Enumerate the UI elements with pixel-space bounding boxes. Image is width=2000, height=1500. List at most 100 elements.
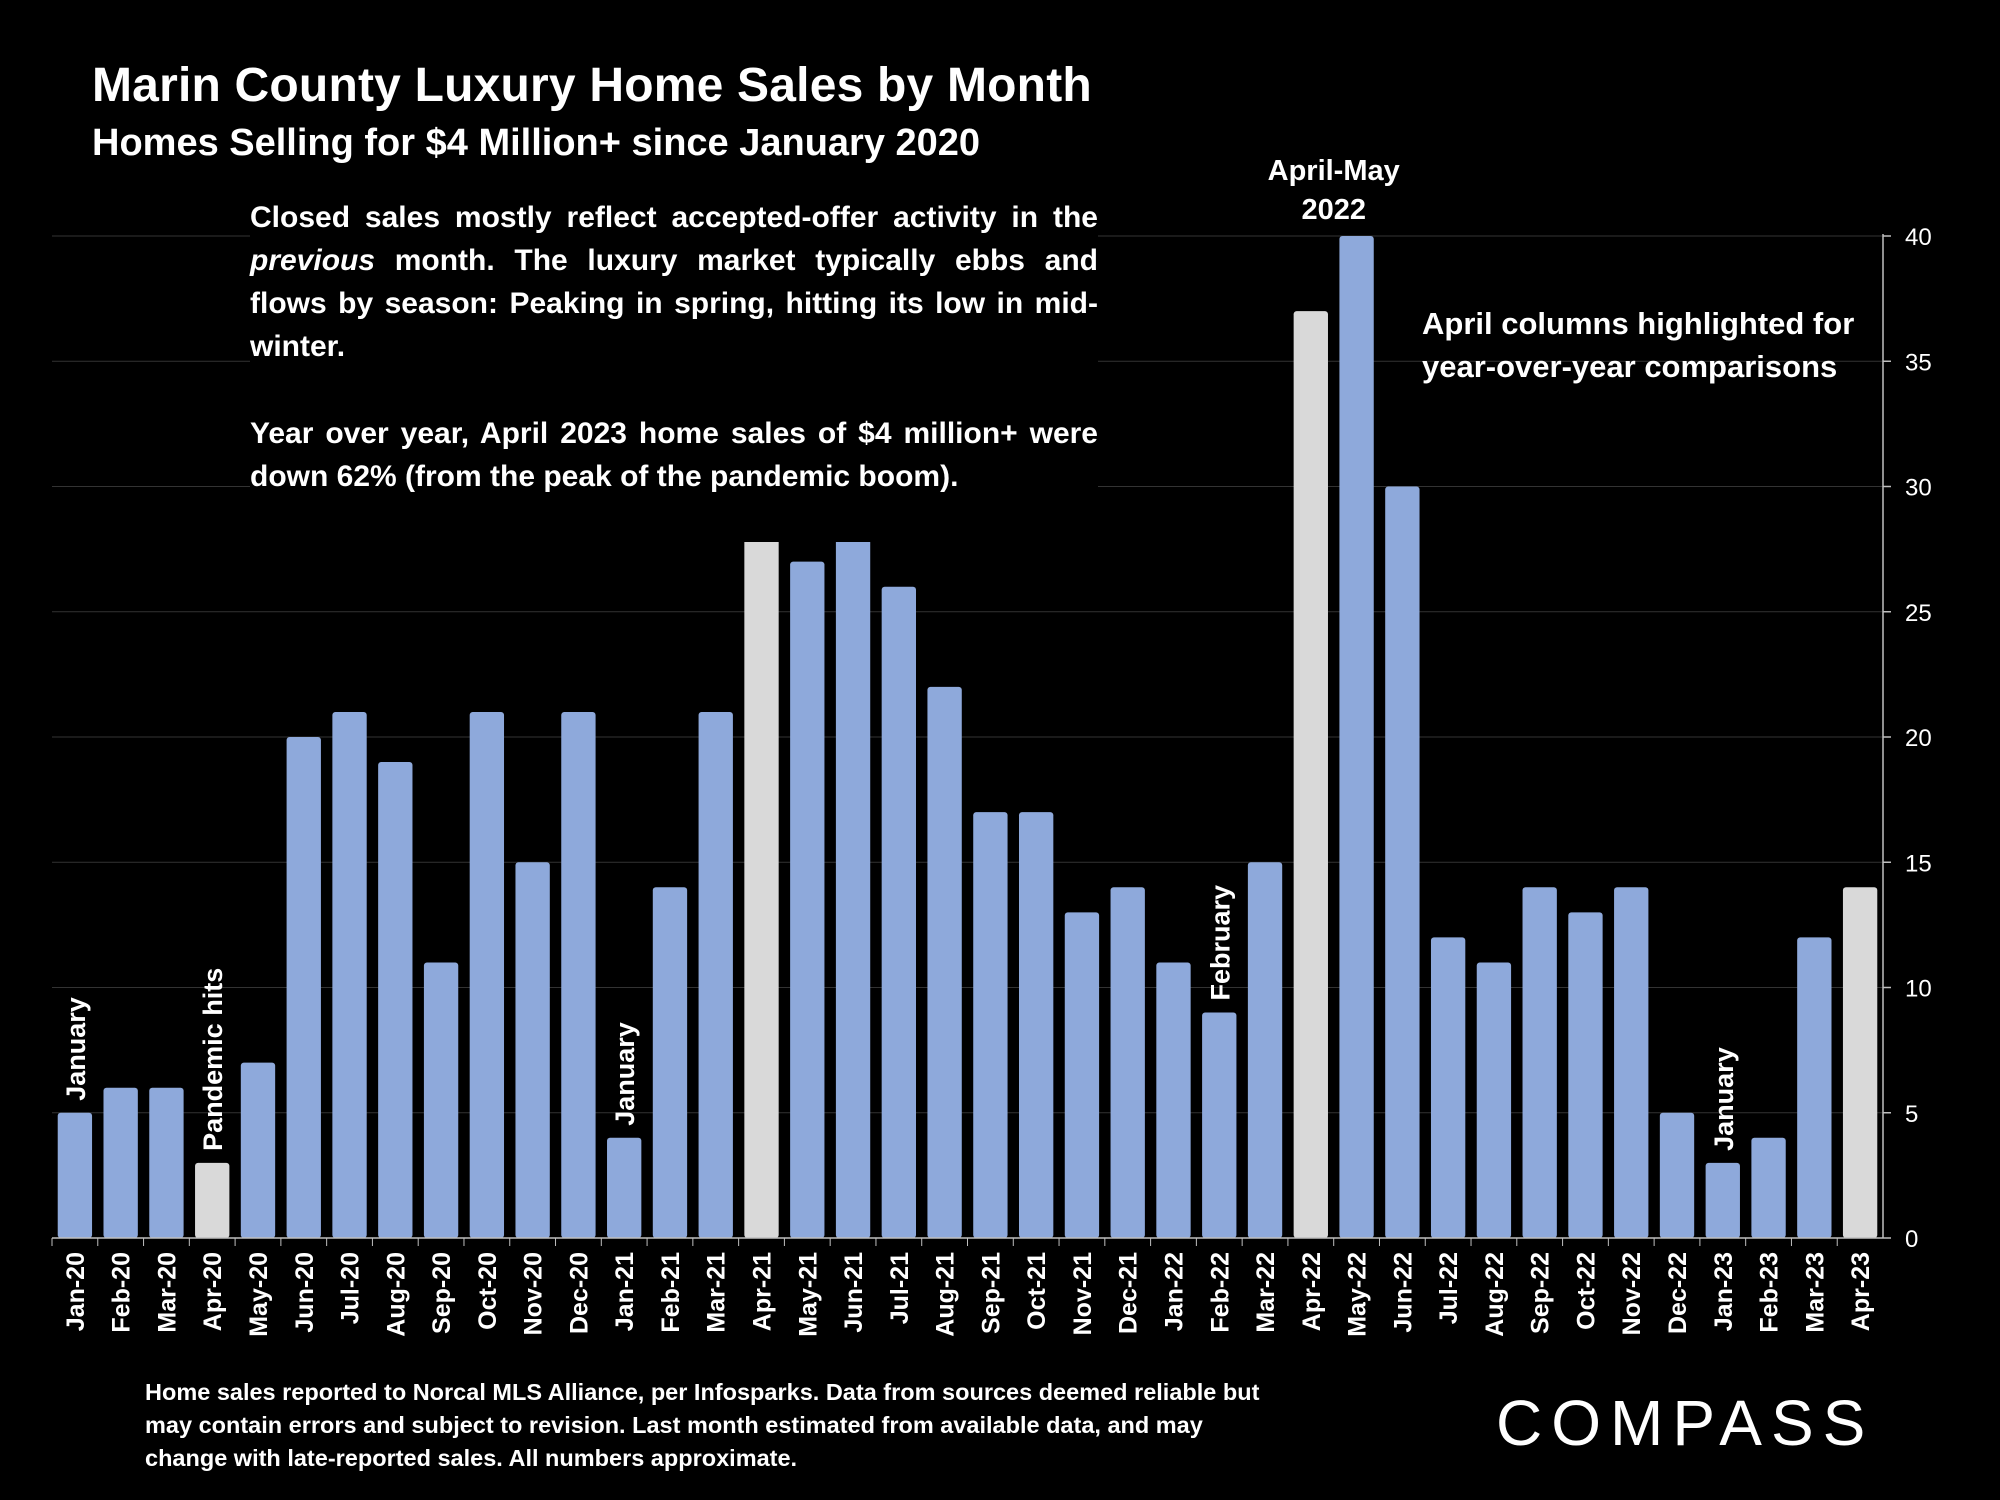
x-tick-label: Dec-20 <box>565 1252 593 1334</box>
bar-jan-20 <box>57 1112 93 1238</box>
bar-feb-22 <box>1202 1012 1237 1238</box>
x-tick-label: Sep-20 <box>428 1252 456 1334</box>
x-tick-label: Aug-22 <box>1481 1252 1509 1337</box>
y-tick-label: 10 <box>1905 976 1932 1003</box>
x-tick-label: Jul-21 <box>886 1252 914 1324</box>
bar-jun-22 <box>1385 486 1420 1238</box>
x-tick-label: Sep-22 <box>1527 1252 1555 1334</box>
x-tick-label: Jun-20 <box>291 1252 319 1333</box>
x-tick-label: Nov-21 <box>1069 1252 1097 1335</box>
y-tick-label: 35 <box>1905 349 1932 376</box>
x-tick-label: Jan-21 <box>611 1252 639 1331</box>
annotation-label: Pandemic hits <box>198 968 228 1151</box>
bar-dec-22 <box>1659 1112 1695 1238</box>
x-tick-label: Feb-20 <box>108 1252 136 1333</box>
chart-subtitle: Homes Selling for $4 Million+ since Janu… <box>92 122 981 164</box>
compass-logo: COMPASS <box>1496 1387 1875 1459</box>
highlight-note: April columns highlighted for year-over-… <box>1422 306 1855 384</box>
x-tick-label: Jul-22 <box>1435 1252 1463 1324</box>
bar-jan-23 <box>1705 1162 1740 1238</box>
bar-jun-21 <box>835 511 871 1238</box>
bar-feb-21 <box>652 887 688 1238</box>
x-tick-label: May-20 <box>245 1252 273 1337</box>
bar-nov-21 <box>1064 912 1100 1238</box>
x-tick-label: May-22 <box>1344 1252 1372 1337</box>
bar-sep-22 <box>1522 887 1557 1238</box>
bar-apr-20 <box>195 1162 230 1238</box>
x-tick-label: Oct-20 <box>474 1252 502 1330</box>
bar-jul-21 <box>881 586 917 1238</box>
bar-aug-22 <box>1476 962 1512 1238</box>
bar-mar-21 <box>698 711 733 1238</box>
x-tick-label: Apr-21 <box>749 1252 777 1331</box>
bar-may-20 <box>240 1062 276 1238</box>
bar-feb-23 <box>1751 1137 1786 1238</box>
y-tick-label: 5 <box>1905 1101 1918 1128</box>
bar-oct-21 <box>1018 812 1054 1238</box>
bar-oct-22 <box>1568 912 1603 1238</box>
bar-apr-23 <box>1842 887 1878 1238</box>
bar-nov-22 <box>1614 887 1649 1238</box>
y-tick-label: 30 <box>1905 475 1932 502</box>
x-tick-label: Apr-22 <box>1298 1252 1326 1331</box>
bar-jun-20 <box>286 737 321 1238</box>
x-tick-label: Feb-21 <box>657 1252 685 1333</box>
x-tick-label: Nov-20 <box>520 1252 548 1335</box>
bar-apr-22 <box>1293 311 1328 1238</box>
bar-oct-20 <box>469 711 505 1238</box>
bar-mar-22 <box>1247 862 1283 1238</box>
x-tick-label: Jul-20 <box>337 1252 365 1324</box>
bar-feb-20 <box>103 1087 138 1238</box>
x-tick-label: Oct-21 <box>1023 1252 1051 1330</box>
bar-may-21 <box>790 561 825 1238</box>
annotation-label: January <box>1709 1047 1739 1151</box>
x-tick-label: Jan-23 <box>1710 1252 1738 1331</box>
x-tick-label: Dec-22 <box>1664 1252 1692 1334</box>
commentary-paragraph-2: Year over year, April 2023 home sales of… <box>250 417 1098 493</box>
x-tick-label: Mar-22 <box>1252 1252 1280 1333</box>
annotation-label: January <box>610 1022 640 1126</box>
bar-aug-20 <box>378 762 413 1238</box>
x-tick-label: Feb-23 <box>1756 1252 1784 1333</box>
x-tick-label: Nov-22 <box>1618 1252 1646 1335</box>
x-tick-label: Apr-23 <box>1847 1252 1875 1331</box>
x-tick-label: Mar-20 <box>153 1252 181 1333</box>
bar-mar-20 <box>149 1087 184 1238</box>
y-tick-label: 15 <box>1905 850 1932 877</box>
bar-jul-20 <box>332 711 367 1238</box>
x-tick-label: Oct-22 <box>1572 1252 1600 1330</box>
x-tick-label: Jun-21 <box>840 1252 868 1333</box>
x-tick-label: Mar-23 <box>1801 1252 1829 1333</box>
bar-nov-20 <box>515 862 550 1238</box>
x-tick-label: Sep-21 <box>977 1252 1005 1334</box>
annotation-label: April-May <box>1268 155 1400 187</box>
y-tick-label: 25 <box>1905 600 1932 627</box>
commentary-box: Closed sales mostly reflect accepted-off… <box>250 196 1098 542</box>
bar-jan-21 <box>607 1137 642 1238</box>
annotation-label: January <box>61 997 91 1101</box>
x-tick-label: Jun-22 <box>1389 1252 1417 1333</box>
x-tick-label: Mar-21 <box>703 1252 731 1333</box>
x-tick-label: May-21 <box>794 1252 822 1337</box>
source-note: Home sales reported to Norcal MLS Allian… <box>145 1379 1260 1471</box>
annotation-label: 2022 <box>1301 194 1366 226</box>
bar-jan-22 <box>1156 962 1191 1238</box>
bar-aug-21 <box>927 686 962 1238</box>
bar-may-22 <box>1339 236 1374 1238</box>
bar-jul-22 <box>1430 937 1466 1238</box>
x-tick-label: Feb-22 <box>1206 1252 1234 1333</box>
x-tick-label: Aug-20 <box>382 1252 410 1337</box>
bar-sep-21 <box>973 812 1008 1238</box>
y-tick-label: 20 <box>1905 725 1932 752</box>
x-tick-label: Jan-22 <box>1160 1252 1188 1331</box>
bar-apr-21 <box>744 486 779 1238</box>
chart-title: Marin County Luxury Home Sales by Month <box>92 59 1092 112</box>
x-tick-label: Apr-20 <box>199 1252 227 1331</box>
bar-dec-21 <box>1110 887 1145 1238</box>
commentary-emphasis: previous <box>250 244 376 277</box>
x-tick-label: Jan-20 <box>62 1252 90 1331</box>
y-tick-label: 0 <box>1905 1226 1918 1253</box>
x-tick-label: Dec-21 <box>1115 1252 1143 1334</box>
commentary-paragraph-1: Closed sales mostly reflect accepted-off… <box>250 201 1098 363</box>
